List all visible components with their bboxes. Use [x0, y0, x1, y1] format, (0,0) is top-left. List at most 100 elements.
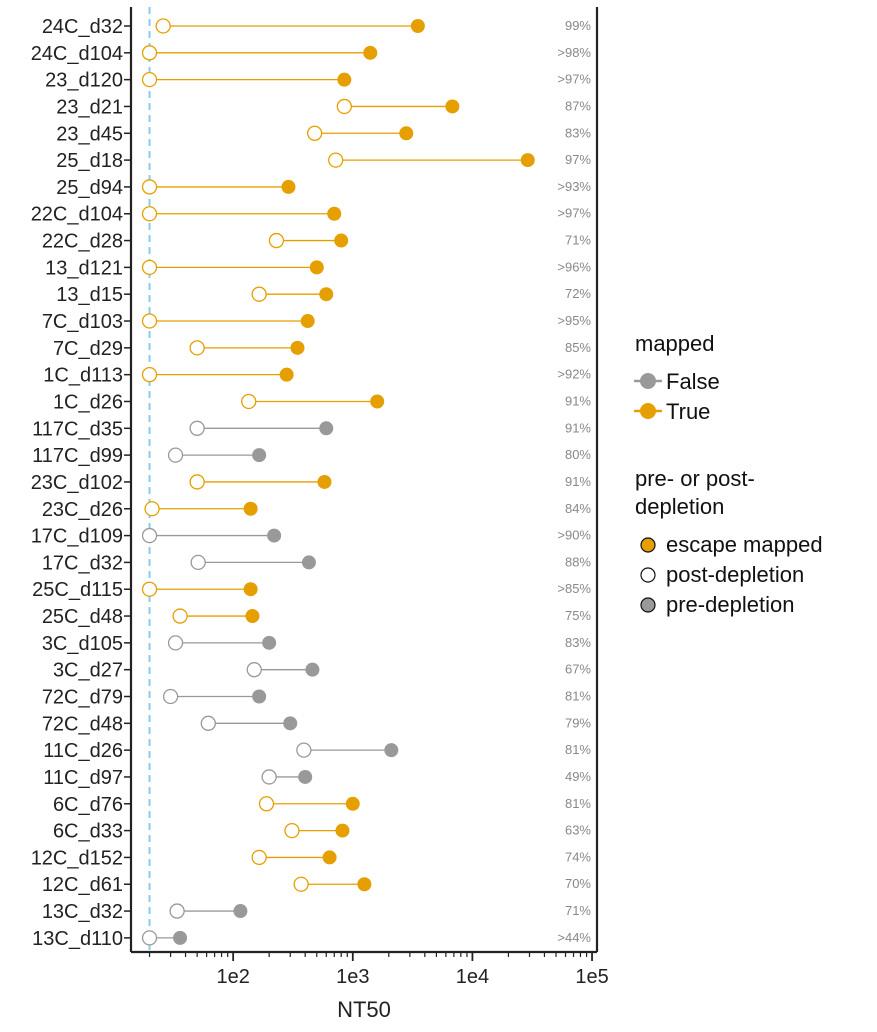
y-tick-label: 23_d21: [56, 96, 123, 118]
y-tick-label: 17C_d32: [42, 552, 123, 574]
pre-depletion-point: [399, 126, 414, 141]
pre-depletion-point: [520, 153, 535, 168]
x-tick-label: 1e5: [575, 966, 608, 988]
legend-depletion-title-1: pre- or post-: [635, 466, 755, 491]
y-tick-label: 3C_d105: [42, 633, 123, 655]
y-tick-label: 12C_d61: [42, 874, 123, 896]
percent-label: 85%: [565, 340, 591, 355]
percent-label: >93%: [557, 179, 591, 194]
percent-label: 79%: [565, 715, 591, 730]
post-depletion-point: [141, 581, 158, 597]
y-tick-label: 3C_d27: [53, 660, 123, 682]
y-tick-label: 23C_d102: [31, 472, 123, 494]
y-tick-label: 25_d94: [56, 177, 123, 199]
post-depletion-point: [162, 688, 179, 705]
post-depletion-point: [328, 152, 344, 168]
y-tick-label: 117C_d35: [32, 418, 123, 440]
y-tick-label: 23_d45: [56, 123, 123, 145]
percent-label: 88%: [565, 554, 591, 569]
x-tick-label: 1e3: [336, 966, 369, 988]
pre-depletion-point: [334, 233, 349, 248]
y-tick-label: 23_d120: [45, 70, 123, 92]
post-depletion-point: [141, 71, 158, 88]
x-axis-label: NT50: [337, 997, 391, 1022]
pre-depletion-point: [173, 930, 188, 945]
pre-depletion-point: [322, 850, 337, 865]
legend-marker-pre-depletion: [640, 597, 656, 613]
legend-label-false: False: [666, 369, 720, 394]
percent-label: 97%: [565, 152, 591, 167]
percent-label: 74%: [565, 849, 591, 864]
y-tick-label: 6C_d33: [53, 821, 123, 843]
pre-depletion-point: [305, 662, 320, 677]
percent-label: 84%: [565, 501, 591, 516]
post-depletion-point: [141, 259, 158, 276]
percent-label: 83%: [565, 125, 591, 140]
y-tick-label: 12C_d152: [31, 847, 123, 869]
post-depletion-point: [284, 822, 300, 839]
y-tick-label: 13C_d110: [32, 928, 123, 950]
post-depletion-point: [251, 849, 267, 866]
x-tick-label: 1e4: [456, 966, 489, 988]
post-depletion-point: [190, 554, 206, 571]
pre-depletion-point: [345, 796, 360, 811]
y-tick-label: 22C_d104: [31, 204, 123, 226]
y-tick-label: 17C_d109: [31, 526, 123, 548]
legend-label-pre-depletion: pre-depletion: [666, 592, 794, 617]
post-depletion-point: [189, 420, 205, 436]
post-depletion-point: [167, 447, 184, 463]
y-tick-label: 11C_d97: [43, 767, 123, 789]
post-depletion-point: [141, 527, 158, 544]
y-tick-label: 7C_d29: [53, 338, 123, 360]
legend-label-post-depletion: post-depletion: [666, 562, 804, 587]
post-depletion-point: [169, 903, 185, 919]
y-tick-label: 72C_d79: [42, 687, 123, 709]
x-tick-label: 1e2: [216, 966, 249, 988]
percent-label: 91%: [565, 420, 591, 435]
post-depletion-point: [141, 45, 158, 61]
percent-label: 72%: [565, 286, 591, 301]
percent-label: >97%: [557, 72, 591, 87]
post-depletion-point: [293, 876, 309, 892]
y-tick-label: 25C_d115: [32, 579, 123, 601]
y-tick-label: 24C_d32: [42, 16, 123, 38]
y-tick-label: 25C_d48: [42, 606, 123, 628]
legend-marker-escape-mapped: [640, 537, 656, 553]
percent-label: 80%: [565, 447, 591, 462]
percent-label: 83%: [565, 635, 591, 650]
pre-depletion-point: [319, 421, 334, 436]
legend-marker-true: [640, 403, 656, 419]
percent-label: >96%: [557, 259, 591, 274]
y-tick-label: 13_d15: [56, 284, 123, 306]
post-depletion-point: [246, 662, 262, 678]
legend-item-post-depletion: post-depletion: [640, 562, 804, 587]
pre-depletion-point: [335, 823, 350, 838]
legend: mapped False True pre- or post- depletio…: [634, 331, 823, 617]
percent-label: 81%: [565, 796, 591, 811]
legend-item-pre-depletion: pre-depletion: [640, 592, 794, 617]
percent-label: 87%: [565, 98, 591, 113]
percent-label: 81%: [565, 742, 591, 757]
y-tick-label: 13_d121: [45, 257, 123, 279]
post-depletion-point: [251, 286, 267, 302]
post-depletion-point: [189, 474, 205, 490]
pre-depletion-point: [317, 474, 332, 489]
percent-label: 70%: [565, 876, 591, 891]
y-tick-label: 22C_d28: [42, 231, 123, 253]
pre-depletion-point: [384, 743, 399, 758]
percent-label: 49%: [565, 769, 591, 784]
post-depletion-point: [141, 206, 158, 222]
pre-depletion-point: [262, 635, 277, 650]
pre-depletion-point: [279, 367, 294, 382]
post-depletion-point: [261, 769, 277, 785]
percent-label: 71%: [565, 233, 591, 248]
pre-depletion-point: [233, 904, 248, 919]
y-tick-label: 6C_d76: [53, 794, 123, 816]
pre-depletion-point: [252, 689, 267, 704]
y-tick-label: 117C_d99: [32, 445, 123, 467]
percent-label: 91%: [565, 474, 591, 489]
post-depletion-point: [167, 635, 184, 651]
legend-depletion-title-2: depletion: [635, 494, 724, 519]
percent-label: >98%: [557, 45, 591, 60]
y-tick-label: 25_d18: [56, 150, 123, 172]
